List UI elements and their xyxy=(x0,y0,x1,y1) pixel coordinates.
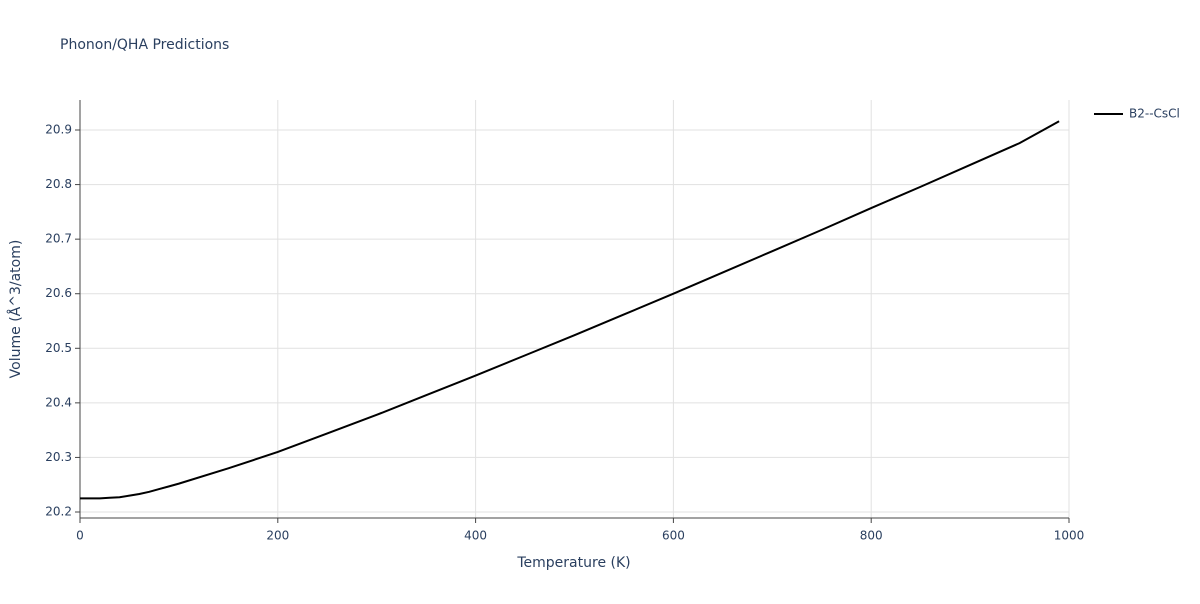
y-axis-title: Volume (Å^3/atom) xyxy=(7,240,24,379)
y-tick-label: 20.3 xyxy=(45,450,72,464)
legend-label: B2--CsCl xyxy=(1129,107,1180,121)
x-tick-label: 200 xyxy=(266,529,289,543)
x-tick-label: 0 xyxy=(76,529,84,543)
x-tick-label: 400 xyxy=(464,529,487,543)
data-line xyxy=(80,120,1060,500)
x-tick-label: 1000 xyxy=(1054,529,1085,543)
y-tick-label: 20.5 xyxy=(45,341,72,355)
y-tick-label: 20.7 xyxy=(45,232,72,246)
x-axis-title: Temperature (K) xyxy=(516,555,630,571)
x-tick-label: 800 xyxy=(860,529,883,543)
x-tick-label: 600 xyxy=(662,529,685,543)
y-tick-label: 20.4 xyxy=(45,395,72,409)
y-tick-label: 20.6 xyxy=(45,286,72,300)
chart-title: Phonon/QHA Predictions xyxy=(60,37,229,53)
y-tick-label: 20.9 xyxy=(45,123,72,137)
y-tick-label: 20.8 xyxy=(45,177,72,191)
y-tick-label: 20.2 xyxy=(45,504,72,518)
